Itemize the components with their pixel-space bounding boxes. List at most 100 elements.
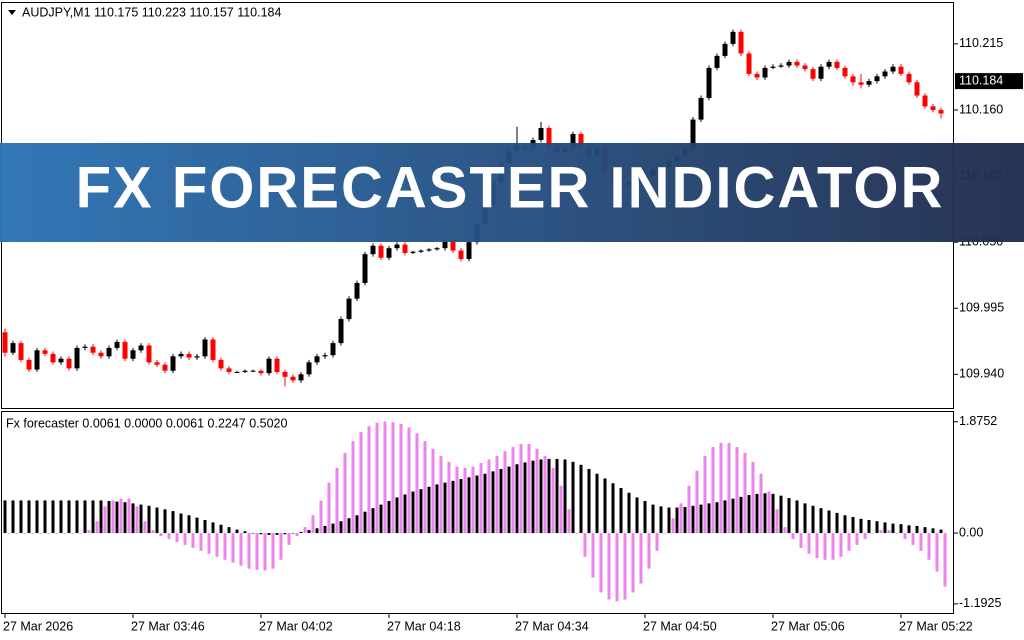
candle-body: [698, 97, 704, 120]
histogram-bar: [191, 533, 195, 548]
histogram-bar: [279, 533, 283, 560]
histogram-bar: [355, 515, 359, 534]
histogram-bar: [407, 427, 411, 534]
histogram-bar: [379, 504, 383, 534]
histogram-bar: [503, 451, 507, 534]
histogram-bar: [255, 533, 259, 570]
candle-body: [42, 350, 48, 354]
candle-body: [298, 374, 304, 381]
histogram-bar: [115, 501, 119, 534]
histogram-bar: [439, 455, 443, 534]
histogram-bar: [731, 498, 735, 534]
candle-body: [802, 65, 808, 70]
histogram-bar: [295, 533, 299, 537]
candle-body: [786, 61, 792, 66]
histogram-bar: [631, 533, 635, 593]
histogram-bar: [387, 501, 391, 534]
candle-body: [402, 244, 408, 253]
candle-body: [122, 341, 128, 359]
candle-body: [114, 341, 120, 348]
histogram-bar: [479, 463, 483, 534]
histogram-bar: [699, 504, 703, 534]
histogram-bar: [323, 525, 327, 534]
histogram-bar: [535, 448, 539, 534]
histogram-bar: [799, 533, 803, 548]
y-tick-label: -1.1925: [959, 596, 1001, 610]
histogram-bar: [463, 467, 467, 534]
histogram-bar: [135, 506, 139, 534]
histogram-bar: [343, 452, 347, 534]
histogram-bar: [35, 500, 39, 534]
candle-body: [858, 82, 864, 85]
candle-body: [898, 66, 904, 74]
histogram-bar: [583, 533, 587, 557]
histogram-bar: [147, 505, 151, 534]
histogram-bar: [399, 423, 403, 534]
candle-body: [906, 73, 912, 83]
candle-body: [722, 43, 728, 56]
histogram-bar: [291, 533, 295, 534]
histogram-bar: [715, 502, 719, 534]
candle-body: [98, 352, 104, 357]
histogram-bar: [123, 502, 127, 534]
histogram-bar: [167, 533, 171, 540]
histogram-bar: [519, 444, 523, 534]
candle-body: [218, 359, 224, 369]
histogram-bar: [515, 464, 519, 534]
histogram-bar: [55, 533, 59, 534]
histogram-bar: [155, 507, 159, 534]
candle-body: [922, 95, 928, 107]
banner-title: FX FORECASTER INDICATOR: [76, 155, 945, 220]
histogram-bar: [327, 482, 331, 534]
histogram-bar: [723, 500, 727, 534]
histogram-bar: [655, 533, 659, 551]
histogram-bar: [171, 511, 175, 534]
candle-body: [194, 356, 200, 358]
histogram-bar: [647, 533, 651, 569]
histogram-bar: [243, 531, 247, 534]
histogram-bar: [31, 533, 35, 534]
histogram-bar: [559, 485, 563, 534]
candle-body: [394, 244, 400, 249]
histogram-bar: [835, 512, 839, 534]
candle-body: [90, 346, 96, 353]
candle-body: [890, 66, 896, 72]
histogram-bar: [271, 533, 275, 569]
candle-body: [210, 339, 216, 360]
candle-body: [770, 66, 776, 68]
histogram-bar: [579, 464, 583, 534]
candle-body: [370, 245, 376, 255]
histogram-bar: [735, 447, 739, 534]
symbol-header: AUDJPY,M1 110.175 110.223 110.157 110.18…: [22, 5, 282, 19]
histogram-bar: [299, 531, 303, 534]
histogram-bar: [779, 495, 783, 534]
histogram-bar: [567, 509, 571, 534]
histogram-bar: [431, 448, 435, 534]
candle-body: [466, 242, 472, 259]
histogram-bar: [883, 522, 887, 534]
histogram-bar: [771, 493, 775, 534]
histogram-bar: [807, 533, 811, 554]
histogram-bar: [879, 530, 883, 534]
histogram-bar: [571, 461, 575, 534]
histogram-bar: [891, 523, 895, 534]
histogram-bar: [67, 500, 71, 534]
histogram-bar: [899, 524, 903, 534]
histogram-bar: [543, 455, 547, 534]
candle-body: [154, 362, 160, 365]
histogram-bar: [11, 500, 15, 534]
menu-arrow[interactable]: [8, 10, 16, 15]
candle-body: [842, 67, 848, 77]
histogram-bar: [227, 527, 231, 534]
histogram-bar: [3, 500, 7, 534]
histogram-bar: [563, 459, 567, 534]
histogram-bar: [823, 533, 827, 560]
candle-body: [234, 371, 240, 373]
histogram-bar: [183, 533, 187, 545]
histogram-bar: [627, 492, 631, 534]
histogram-bar: [311, 515, 315, 534]
candle-body: [362, 254, 368, 284]
histogram-bar: [911, 533, 915, 545]
candle-body: [170, 356, 176, 371]
histogram-bar: [943, 533, 947, 587]
